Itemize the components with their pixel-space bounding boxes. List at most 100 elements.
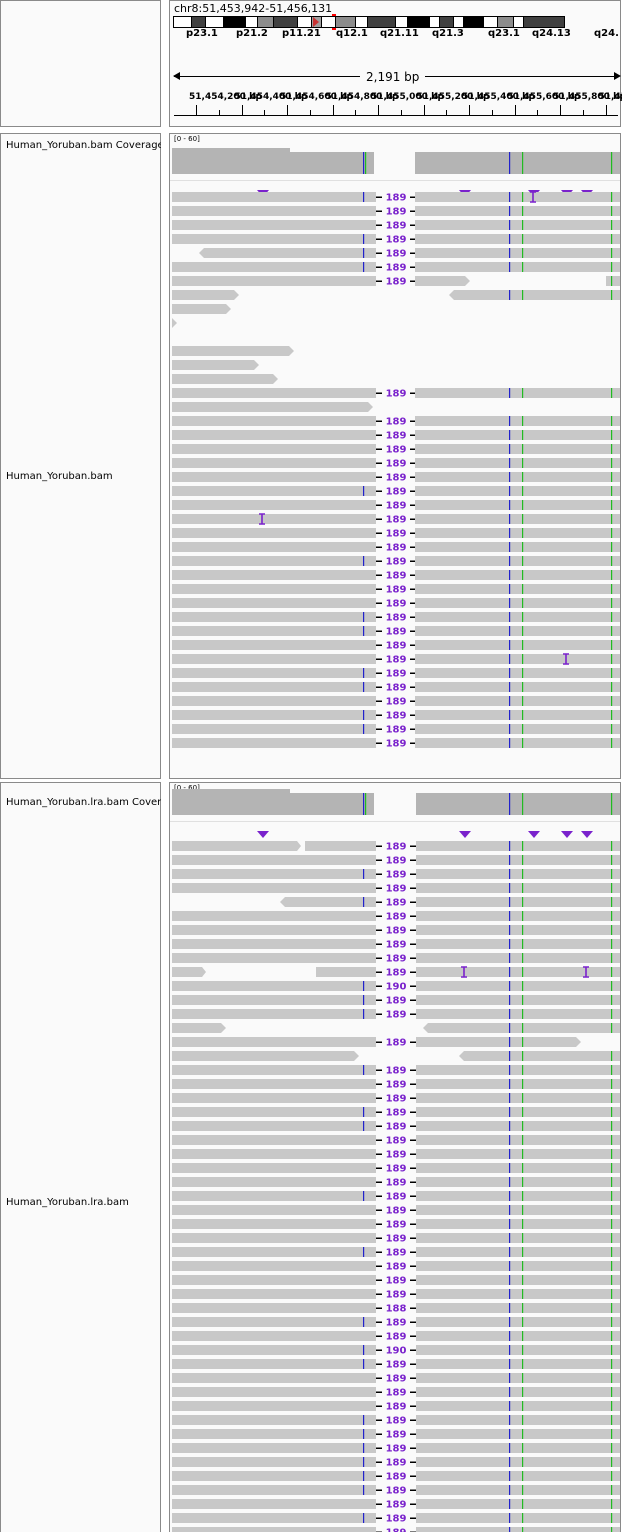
- track1-data-panel[interactable]: [0 - 60] 189 189 189 189 189 189 189 189 189 189 1…: [169, 133, 621, 779]
- deletion-label-bg: [382, 528, 410, 538]
- ruler-minor-tick: [446, 110, 448, 115]
- ideogram-band[interactable]: [223, 16, 247, 28]
- mismatch-green: [611, 612, 613, 622]
- ideogram-band[interactable]: [483, 16, 499, 28]
- deletion-size-label: 189: [386, 1388, 407, 1399]
- ideogram-band[interactable]: [321, 16, 337, 28]
- deletion-label-bg: [382, 696, 410, 706]
- read-right: [415, 570, 620, 580]
- mismatch-green: [522, 841, 524, 851]
- read-left: [172, 710, 376, 720]
- ideogram-band[interactable]: [335, 16, 357, 28]
- track2-data-panel[interactable]: [0 - 60] 189 189 189 189 189 189 189 189 189 189 1…: [169, 782, 621, 1532]
- read-left: [199, 248, 376, 258]
- ideogram-band[interactable]: [453, 16, 465, 28]
- mismatch-blue: [509, 710, 511, 720]
- mismatch-green: [611, 1121, 613, 1131]
- deletion-label-bg: [382, 1387, 410, 1397]
- chromosome-ideogram[interactable]: p23.1 p21.2 p11.21 q12.1 q21.11 q21.3 q23.1 q24…: [173, 1, 622, 41]
- deletion-size-label: 189: [386, 1122, 407, 1133]
- mismatch-blue: [509, 682, 511, 692]
- mismatch-green: [522, 1177, 524, 1187]
- track2-name-panel[interactable]: Human_Yoruban.lra.bam Coverage Human_Yor…: [0, 782, 161, 1532]
- mismatch-green: [522, 668, 524, 678]
- coverage-mismatch-green: [365, 793, 367, 815]
- deletion-size-label: 189: [386, 515, 407, 526]
- mismatch-green: [522, 1023, 524, 1033]
- ideogram-band[interactable]: [523, 16, 565, 28]
- track2-coverage-name: Human_Yoruban.lra.bam Coverage: [6, 797, 161, 808]
- ideogram-band[interactable]: [273, 16, 299, 28]
- mismatch-blue: [509, 1149, 511, 1159]
- read-right: [415, 276, 470, 286]
- mismatch-green: [611, 1317, 613, 1327]
- ideogram-band[interactable]: [407, 16, 431, 28]
- ideogram-band[interactable]: [463, 16, 485, 28]
- read-right: [416, 1359, 620, 1369]
- mismatch-green: [611, 1135, 613, 1145]
- mismatch-blue: [509, 1401, 511, 1411]
- deletion-size-label: 189: [386, 898, 407, 909]
- deletion-size-label: 189: [386, 277, 407, 288]
- read-left: [172, 206, 376, 216]
- mismatch-green: [522, 724, 524, 734]
- deletion-size-label: 189: [386, 235, 407, 246]
- band-label: q24.: [594, 28, 619, 39]
- read-right: [416, 939, 620, 949]
- mismatch-green: [522, 1261, 524, 1271]
- deletion-size-label: 189: [386, 1332, 407, 1343]
- ideogram-band[interactable]: [257, 16, 275, 28]
- mismatch-blue: [509, 206, 511, 216]
- ideogram-band[interactable]: [429, 16, 441, 28]
- mismatch-blue: [509, 1275, 511, 1285]
- mismatch-blue: [509, 995, 511, 1005]
- mismatch-green: [522, 654, 524, 664]
- mismatch-green: [522, 472, 524, 482]
- ruler-panel[interactable]: chr8:51,453,942-51,456,131 p23.1 p21.2 p11…: [169, 0, 622, 127]
- deletion-label-bg: [382, 206, 410, 216]
- mismatch-green: [522, 640, 524, 650]
- mismatch-blue: [509, 1177, 511, 1187]
- read-left: [172, 1149, 376, 1159]
- mismatch-green: [522, 981, 524, 991]
- mismatch-green: [522, 1373, 524, 1383]
- ideogram-band[interactable]: [205, 16, 225, 28]
- ideogram-band[interactable]: [173, 16, 193, 28]
- deletion-label-bg: [382, 1191, 410, 1201]
- ideogram-band[interactable]: [245, 16, 259, 28]
- deletion-label-bg: [382, 276, 410, 286]
- mismatch-green: [522, 1149, 524, 1159]
- track1-alignments[interactable]: 189 189 189 189 189 189 189 189 189 189 189 189 189 1…: [170, 134, 621, 779]
- read-right: [459, 1051, 620, 1061]
- mismatch-blue: [509, 234, 511, 244]
- mismatch-green: [522, 1471, 524, 1481]
- read-right: [415, 500, 620, 510]
- ruler-tick-label: 51,455,400 bp: [462, 92, 535, 102]
- ideogram-band[interactable]: [355, 16, 369, 28]
- ideogram-band[interactable]: [367, 16, 397, 28]
- ideogram-band[interactable]: [497, 16, 515, 28]
- mismatch-green: [611, 584, 613, 594]
- mismatch-green: [611, 234, 613, 244]
- ideogram-band[interactable]: [297, 16, 313, 28]
- mismatch-green: [522, 248, 524, 258]
- ideogram-band[interactable]: [439, 16, 455, 28]
- read-left: [172, 430, 376, 440]
- track2-alignments[interactable]: 189 189 189 189 189 189 189 189 189 189 190 189 189 1…: [170, 783, 621, 1532]
- mismatch-green: [611, 1289, 613, 1299]
- read-left: [172, 668, 376, 678]
- mismatch-blue: [509, 1233, 511, 1243]
- read-right: [415, 738, 620, 748]
- read-left: [172, 1275, 376, 1285]
- ruler-tick: [196, 105, 197, 115]
- ideogram-band[interactable]: [513, 16, 525, 28]
- mismatch-green: [522, 1135, 524, 1145]
- mismatch-green: [522, 612, 524, 622]
- ideogram-band[interactable]: [191, 16, 207, 28]
- mismatch-blue: [509, 220, 511, 230]
- ideogram-band[interactable]: [395, 16, 409, 28]
- track2-range-label: [0 - 60]: [174, 784, 200, 792]
- mismatch-green: [611, 528, 613, 538]
- deletion-size-label: 190: [386, 1346, 407, 1357]
- track1-name-panel[interactable]: Human_Yoruban.bam Coverage Human_Yoruban…: [0, 133, 161, 779]
